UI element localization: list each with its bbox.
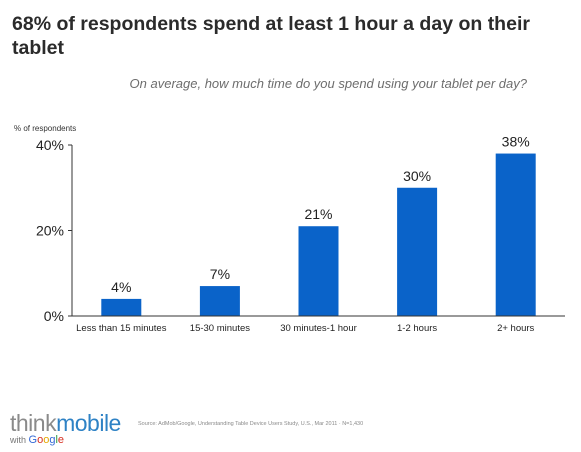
bar-value-label: 4%: [111, 279, 131, 295]
bar: [199, 286, 240, 316]
x-tick-label: 30 minutes-1 hour: [280, 323, 357, 334]
bar: [397, 187, 438, 316]
logo-with-google: with Google: [10, 434, 64, 446]
y-tick-label: 40%: [36, 137, 64, 153]
bar-value-label: 30%: [403, 168, 431, 184]
y-axis-label: % of respondents: [14, 124, 76, 133]
x-tick-label: 1-2 hours: [397, 323, 437, 334]
source-note: Source: AdMob/Google, Understanding Tabl…: [138, 421, 364, 427]
x-tick-label: 15-30 minutes: [190, 323, 250, 334]
bar: [298, 226, 339, 316]
x-tick-label: 2+ hours: [497, 323, 534, 334]
y-tick-label: 20%: [36, 223, 64, 239]
chart-title: 68% of respondents spend at least 1 hour…: [12, 13, 530, 59]
x-tick-label: Less than 15 minutes: [76, 323, 167, 334]
logo-mobile-text: mobile: [56, 410, 121, 436]
google-wordmark: Google: [28, 434, 65, 446]
bar: [495, 153, 536, 316]
bar-chart: % of respondents 0% 20% 40% 4% Less than 15…: [14, 124, 565, 334]
bar-value-label: 7%: [210, 266, 230, 282]
bar-value-label: 21%: [304, 206, 332, 222]
y-tick-label: 0%: [44, 308, 64, 324]
logo-with-text: with: [10, 435, 27, 445]
logo-think-text: think: [10, 410, 57, 436]
think-mobile-logo: thinkmobile with Google: [10, 410, 121, 446]
bar-value-label: 38%: [502, 134, 530, 150]
chart-subtitle: On average, how much time do you spend u…: [129, 76, 527, 91]
bar: [101, 298, 142, 316]
